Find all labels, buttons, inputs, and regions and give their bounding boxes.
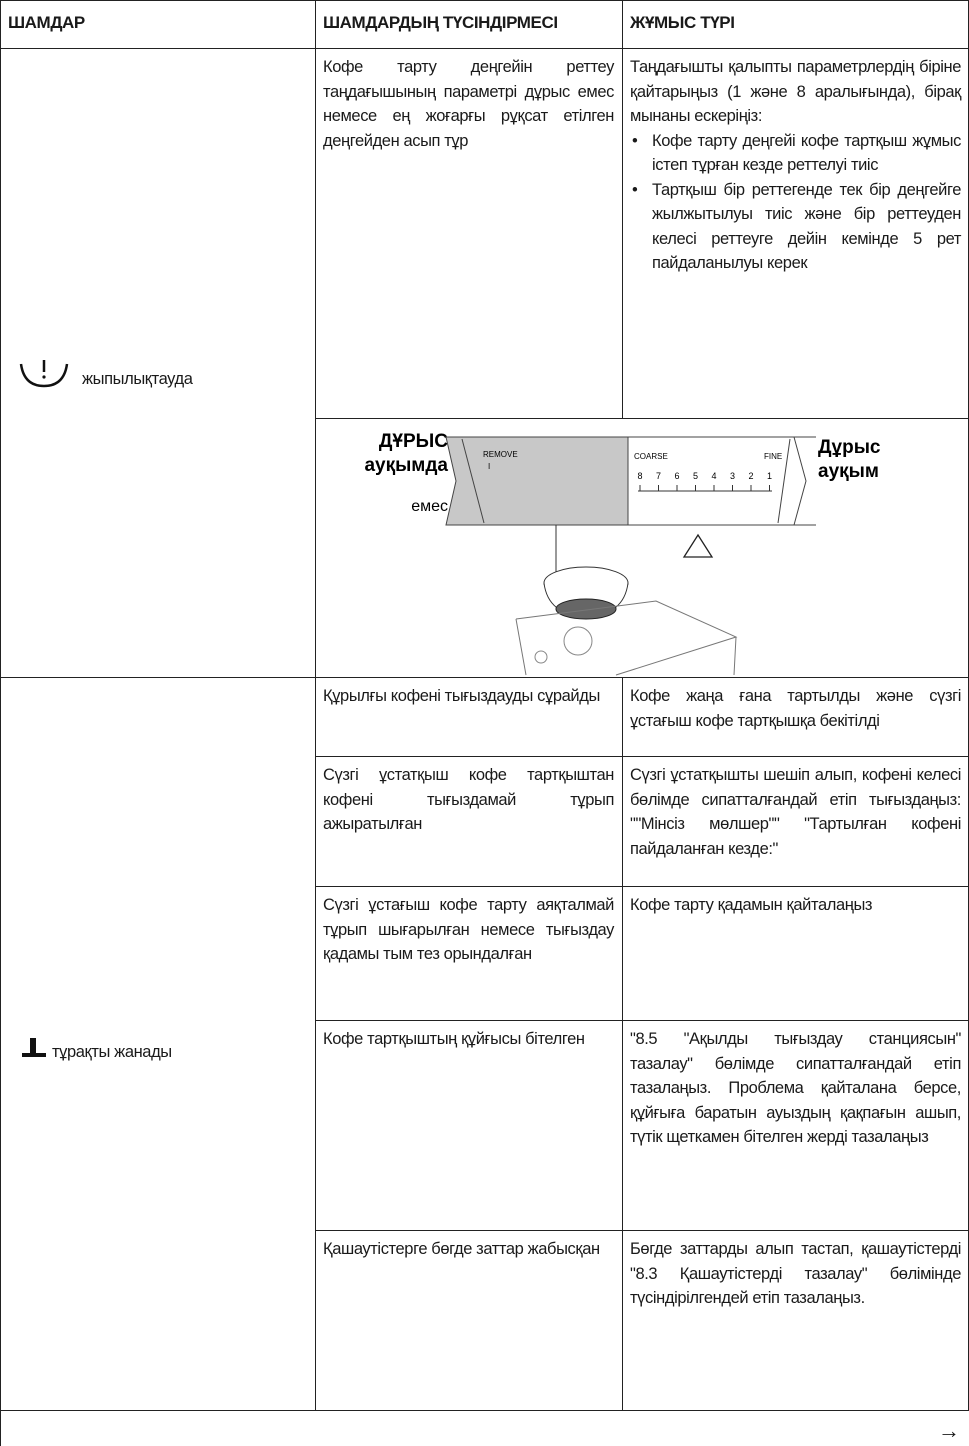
scale-number: 1: [767, 471, 772, 481]
solution-text: Таңдағышты қалыпты параметрлердің біріне…: [630, 58, 961, 125]
tamper-icon: [22, 1038, 46, 1057]
dial-label: FINE: [764, 452, 782, 461]
solution: Таңдағышты қалыпты параметрлердің біріне…: [622, 48, 969, 283]
bullet-list: Кофе тарту деңгейі кофе тартқыш жұмыс іс…: [630, 129, 961, 276]
scale-number: 4: [711, 471, 716, 481]
scale-number: 5: [693, 471, 698, 481]
scale-number: 2: [748, 471, 753, 481]
scale-number: 6: [674, 471, 679, 481]
scale-number: 8: [637, 471, 642, 481]
lamp-label: тұрақты жанады: [52, 1043, 172, 1061]
scale-number: 7: [656, 471, 661, 481]
dial-label: I: [488, 462, 490, 471]
cause: Қашаутістерге бөгде заттар жабысқан: [323, 1240, 600, 1258]
header-cell: ШАМДАРДЫҢ ТҮСІНДІРМЕСІ: [323, 13, 558, 32]
grinder-figure: ДҰРЫС ауқымда емес REMOVE I COARSE FINE 8…: [364, 431, 881, 676]
cause: Құрылғы кофені тығыздауды сұрайды: [323, 687, 600, 705]
next-arrow: →: [938, 1418, 960, 1443]
solution: Бөгде заттарды алып тастап, қашаутістерд…: [630, 1240, 961, 1307]
blink-icon: [19, 360, 69, 388]
solution: Сүзгі ұстатқышты шешіп алып, кофені келе…: [630, 766, 961, 858]
scale-number: 3: [730, 471, 735, 481]
cause: Сүзгі ұстатқыш кофе тартқыштан кофені ты…: [323, 766, 614, 833]
header-cell: ЖҰМЫС ТҮРІ: [630, 13, 735, 32]
cause: Кофе тарту деңгейін реттеу таңдағышының …: [323, 58, 614, 150]
bullet: Кофе тарту деңгейі кофе тартқыш жұмыс іс…: [632, 129, 961, 178]
dial-label: REMOVE: [483, 450, 518, 459]
cause: Кофе тартқыштың құйғысы бітелген: [323, 1030, 585, 1048]
lamp-label: жыпылықтауда: [82, 370, 193, 388]
solution: "8.5 "Ақылды тығыздау станциясын" тазала…: [630, 1030, 961, 1146]
header-cell: ШАМДАР: [8, 13, 85, 32]
cause: Сүзгі ұстағыш кофе тарту аяқталмай тұрып…: [323, 896, 614, 963]
wrong-label: ДҰРЫС ауқымда: [364, 431, 448, 476]
dial-label: COARSE: [634, 452, 668, 461]
solution: Кофе тарту қадамын қайталаңыз: [630, 896, 873, 914]
bullet: Тартқыш бір реттегенде тек бір деңгейге …: [632, 178, 961, 276]
right-label: Дұрыс ауқым: [818, 437, 881, 482]
wrong-label-rest: емес: [411, 498, 448, 515]
solution: Кофе жаңа ғана тартылды және сүзгі ұстағ…: [630, 687, 961, 730]
